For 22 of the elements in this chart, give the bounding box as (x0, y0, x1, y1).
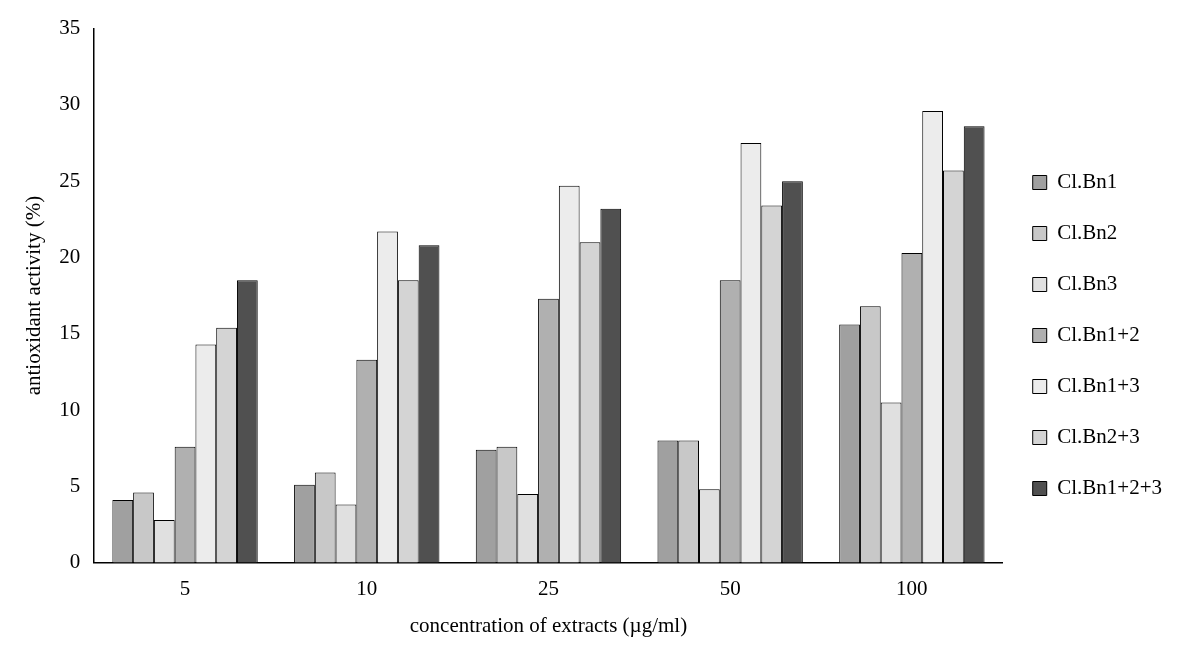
legend-label: Cl.Bn1 (1057, 169, 1118, 194)
legend-label: Cl.Bn2 (1057, 220, 1118, 245)
legend-label: Cl.Bn1+2 (1057, 322, 1140, 347)
y-tick-label: 15 (59, 320, 81, 345)
x-tick-label: 10 (356, 575, 378, 600)
y-tick-label: 5 (69, 472, 81, 497)
legend-label: Cl.Bn3 (1057, 271, 1118, 296)
y-tick-label: 30 (59, 91, 81, 116)
x-tick-label: 100 (896, 575, 928, 600)
y-tick-label: 35 (59, 15, 81, 40)
x-tick-label: 25 (537, 575, 559, 600)
y-tick-label: 10 (59, 396, 81, 421)
x-tick-label: 50 (719, 575, 741, 600)
y-axis-title: antioxidant activity (%) (21, 195, 46, 396)
legend-label: Cl.Bn1+3 (1057, 373, 1140, 398)
x-axis-title: concentration of extracts (µg/ml) (409, 612, 688, 637)
y-tick-label: 25 (59, 167, 81, 192)
legend-label: Cl.Bn1+2+3 (1057, 475, 1163, 500)
y-tick-label: 20 (59, 243, 81, 268)
x-tick-label: 5 (179, 575, 191, 600)
legend-label: Cl.Bn2+3 (1057, 424, 1140, 449)
y-tick-label: 0 (69, 549, 81, 574)
